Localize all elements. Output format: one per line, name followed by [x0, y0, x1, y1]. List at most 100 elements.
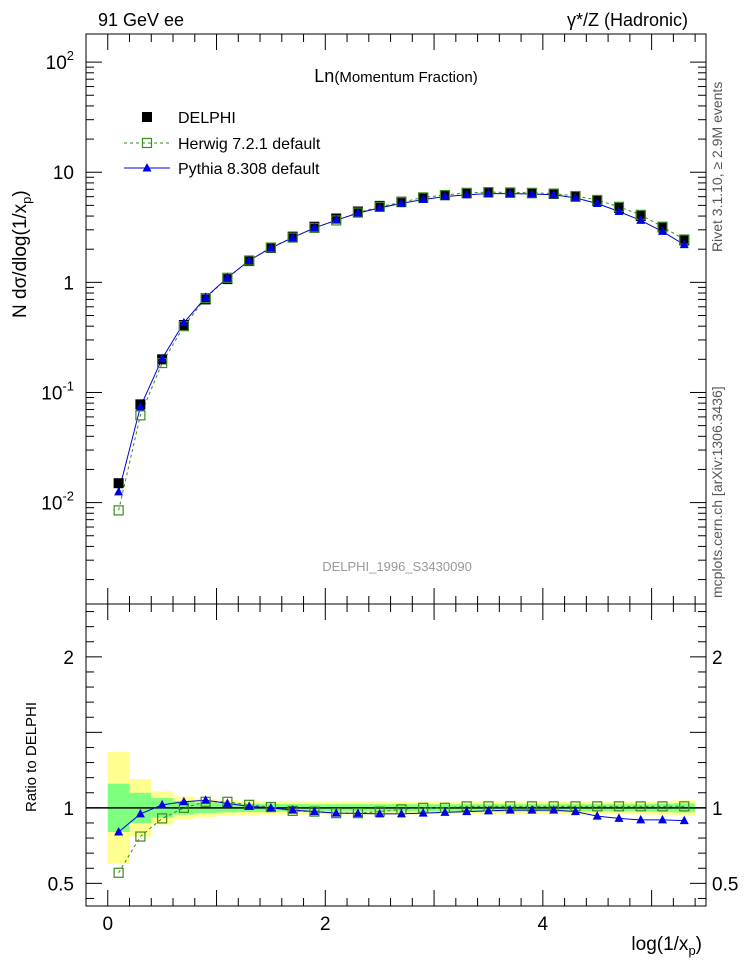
ratio-pythia-point: [114, 827, 124, 836]
main-y-tick-label: 1: [63, 273, 74, 294]
ratio-y-tick-label: 2: [63, 648, 74, 669]
ratio-herwig-point: [592, 801, 603, 812]
header-left: 91 GeV ee: [98, 10, 184, 30]
main-pythia-point: [440, 191, 450, 201]
x-axis-label: log(1/xp): [631, 934, 702, 958]
main-pythia-point: [396, 198, 406, 207]
main-pythia-point: [375, 202, 385, 212]
series-lines: [118, 191, 685, 874]
ratio-pythia-point: [418, 808, 428, 817]
title-rest: (Momentum Fraction): [334, 69, 477, 86]
tick-base: 10: [46, 53, 67, 74]
main-pythia-point: [505, 188, 515, 198]
main-pythia-point: [331, 215, 341, 224]
main-pythia-point: [309, 222, 319, 232]
main-herwig-point: [135, 410, 146, 421]
ratio-pythia-point: [614, 813, 624, 822]
x-tick-label: 0: [102, 914, 113, 935]
ratio-pythia-point: [244, 801, 254, 810]
main-pythia-point: [266, 243, 276, 252]
main-y-tick-label: 10-2: [41, 489, 74, 515]
ratio-y-tick-label: 1: [63, 799, 74, 820]
legend-label: Herwig 7.2.1 default: [178, 136, 321, 153]
panel-frames: [85, 33, 707, 907]
main-pythia-point: [679, 239, 689, 249]
main-pythia-point: [636, 215, 646, 224]
ratio-pythia-point: [331, 808, 341, 817]
tick-exponent: -1: [62, 378, 74, 393]
ratio-y-tick-label-right: 0.5: [712, 874, 738, 895]
main-pythia-point: [288, 232, 298, 242]
ratio-pythia-point: [527, 805, 537, 814]
ratio-herwig-point: [635, 801, 646, 812]
ratio-herwig-point: [679, 801, 690, 812]
main-y-tick-label: 10-1: [41, 378, 74, 404]
main-pythia-point: [244, 255, 254, 264]
x-label-close: ): [696, 934, 702, 955]
main-delphi-point: [113, 478, 124, 489]
ratio-pythia-point: [179, 796, 189, 806]
main-chart-title: Ln(Momentum Fraction): [314, 66, 477, 86]
main-y-label-text: N dσ/dlog(1/x: [10, 203, 31, 318]
main-herwig-point: [113, 505, 124, 516]
main-pythia-point: [614, 206, 624, 215]
main-pythia-point: [570, 192, 580, 202]
main-pythia-point: [657, 226, 667, 235]
ratio-y-tick-label-right: 2: [712, 648, 723, 669]
ratio-pythia-point: [462, 806, 472, 816]
main-pythia-point: [592, 198, 602, 208]
main-y-label-sub: p: [19, 197, 34, 204]
ratio-pythia-point: [592, 811, 602, 820]
ratio-y-tick-label: 0.5: [48, 874, 74, 895]
ratio-pythia-point: [396, 808, 406, 818]
ratio-panel-frame: [85, 603, 707, 907]
legend-label: Pythia 8.308 default: [178, 161, 320, 178]
tick-base: 10: [41, 494, 62, 515]
x-tick-label: 2: [320, 914, 331, 935]
main-pythia-line: [118, 193, 685, 493]
main-pythia-point: [201, 292, 211, 301]
ratio-pythia-point: [483, 805, 493, 815]
legend: DELPHI Herwig 7.2.1 default Pythia 8.308 d…: [124, 110, 321, 178]
main-pythia-point: [353, 208, 363, 217]
main-pythia-point: [483, 188, 493, 198]
main-pythia-point: [179, 317, 189, 327]
ratio-pythia-point: [222, 798, 232, 807]
ratio-pythia-point: [266, 802, 276, 812]
tick-base: 10: [41, 383, 62, 404]
main-pythia-point: [222, 272, 232, 282]
ratio-herwig-point: [113, 867, 124, 878]
main-pythia-point: [157, 353, 167, 363]
x-label-sub: p: [688, 943, 695, 958]
main-pythia-point: [418, 194, 428, 204]
ratio-pythia-point: [679, 815, 689, 825]
main-y-tick-label: 10: [53, 163, 74, 184]
ratio-pythia-point: [201, 795, 211, 804]
legend-marker: [142, 112, 152, 122]
ratio-herwig-point: [135, 831, 146, 842]
main-pythia-point: [549, 189, 559, 199]
ratio-pythia-point: [309, 806, 319, 816]
series-markers: [113, 187, 690, 878]
x-tick-label: 4: [538, 914, 549, 935]
legend-marker: [142, 163, 152, 172]
legend-marker: [141, 137, 153, 149]
ratio-pythia-point: [636, 814, 646, 824]
ratio-pythia-point: [505, 805, 515, 814]
ratio-herwig-point: [613, 801, 625, 812]
main-herwig-point: [374, 201, 385, 212]
main-pythia-point: [114, 486, 124, 496]
ratio-herwig-point: [265, 801, 277, 813]
ratio-pythia-point: [353, 808, 363, 817]
x-label-text: log(1/x: [631, 934, 689, 955]
ratio-pythia-point: [288, 805, 298, 814]
main-herwig-line: [118, 191, 685, 511]
header-right: γ*/Z (Hadronic): [567, 10, 688, 30]
tick-exponent: -2: [62, 489, 74, 504]
title-ln: Ln: [314, 66, 334, 86]
main-herwig-point: [352, 207, 364, 218]
ratio-pythia-point: [157, 799, 167, 809]
ratio-pythia-point: [375, 808, 385, 818]
